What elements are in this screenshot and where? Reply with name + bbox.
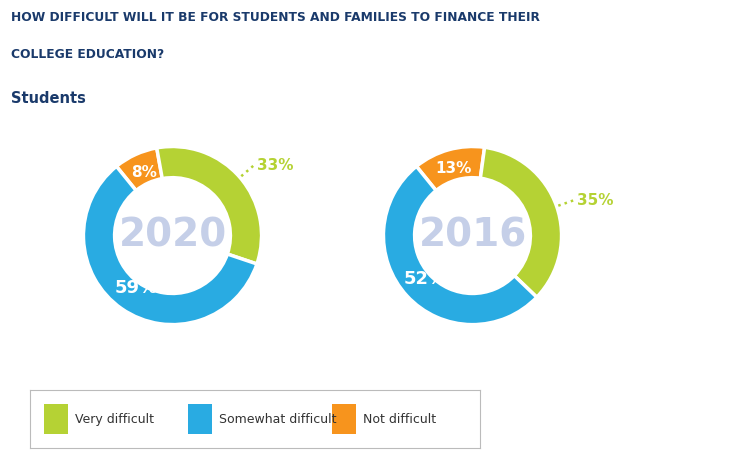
Text: Students: Students	[11, 91, 86, 106]
Bar	[44, 404, 68, 434]
Text: 2016: 2016	[419, 217, 526, 255]
Text: 59%: 59%	[114, 279, 158, 297]
Text: 2020: 2020	[118, 217, 226, 255]
Wedge shape	[116, 148, 162, 191]
Text: HOW DIFFICULT WILL IT BE FOR STUDENTS AND FAMILIES TO FINANCE THEIR: HOW DIFFICULT WILL IT BE FOR STUDENTS AN…	[11, 11, 540, 24]
Text: COLLEGE EDUCATION?: COLLEGE EDUCATION?	[11, 48, 164, 61]
Text: Not difficult: Not difficult	[363, 413, 436, 425]
Wedge shape	[83, 166, 257, 325]
Text: 33%: 33%	[257, 158, 293, 173]
Text: 13%: 13%	[436, 161, 472, 176]
Bar	[332, 404, 356, 434]
Text: Very difficult: Very difficult	[75, 413, 154, 425]
Wedge shape	[383, 166, 537, 325]
Text: 8%: 8%	[130, 165, 157, 180]
Wedge shape	[416, 146, 484, 191]
Wedge shape	[157, 146, 262, 264]
Text: 35%: 35%	[577, 193, 614, 208]
Text: 52%: 52%	[404, 270, 447, 288]
Wedge shape	[480, 147, 562, 297]
Text: Somewhat difficult: Somewhat difficult	[219, 413, 337, 425]
Bar	[188, 404, 212, 434]
